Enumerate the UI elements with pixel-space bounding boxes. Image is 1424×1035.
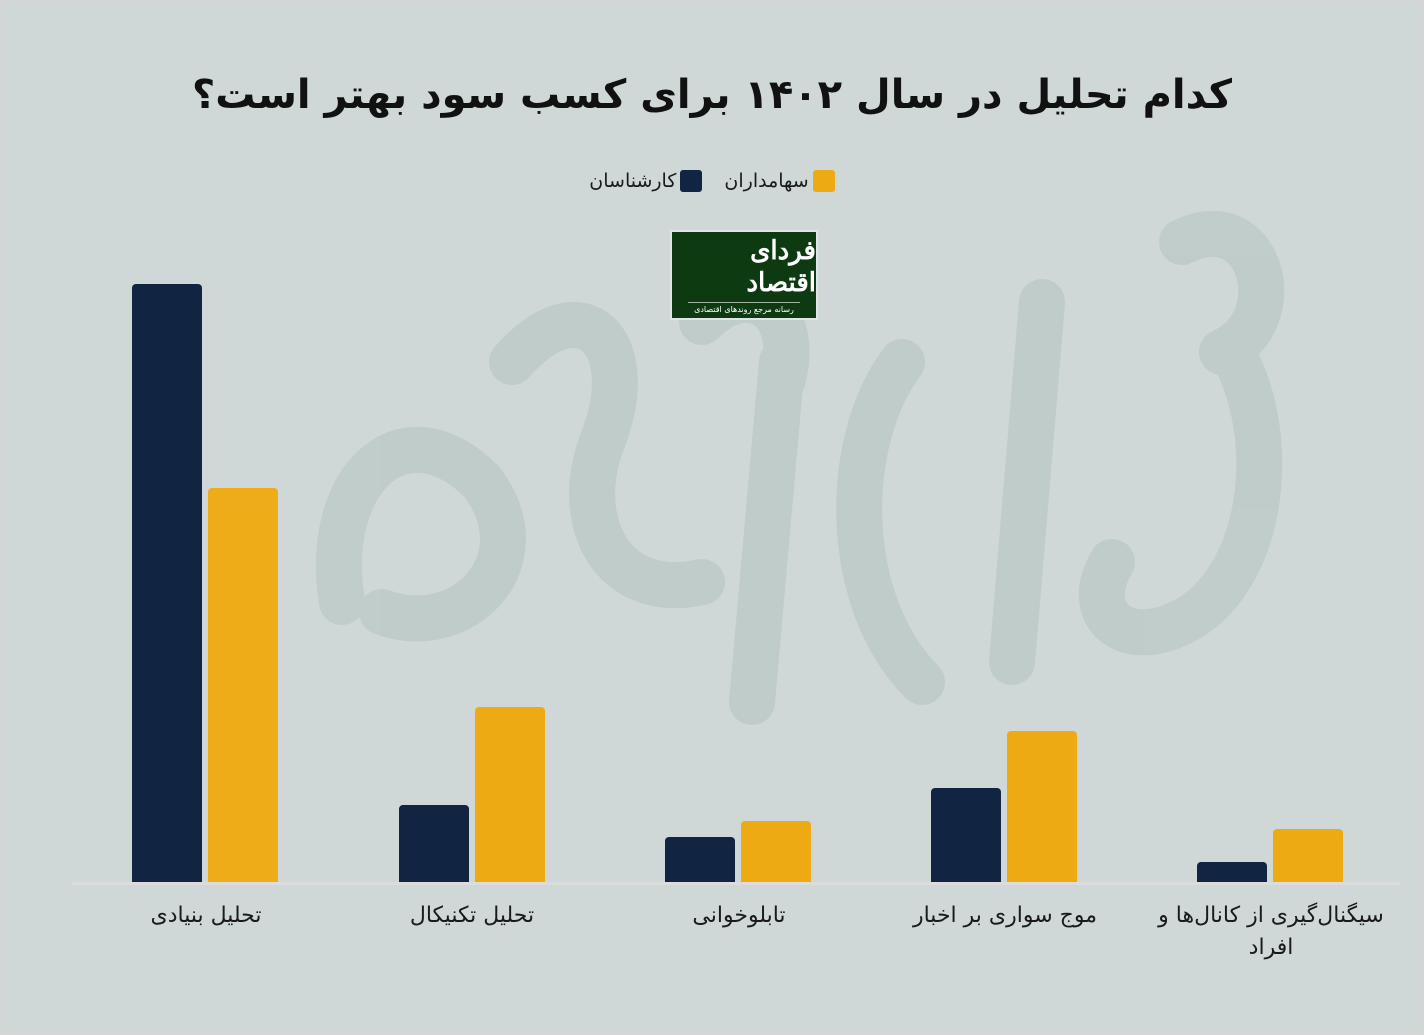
- bar-shareholders: [475, 707, 545, 882]
- legend-item-experts: کارشناسان: [589, 170, 703, 192]
- x-tick-label: تحلیل بنیادی: [150, 903, 262, 928]
- x-tick-label: تحلیل تکنیکال: [409, 903, 535, 928]
- bar-shareholders: [1273, 829, 1343, 882]
- legend-label: کارشناسان: [589, 170, 677, 192]
- legend-label: سهامداران: [724, 170, 809, 192]
- x-tick-label: تابلوخوانی: [692, 903, 786, 928]
- logo-text: فردای اقتصاد: [746, 236, 816, 298]
- bar-shareholders: [1007, 731, 1077, 882]
- chart-title: کدام تحلیل در سال ۱۴۰۲ برای کسب سود بهتر…: [192, 72, 1233, 118]
- legend-item-shareholders: سهامداران: [724, 170, 835, 192]
- x-tick-label: سیگنال‌گیری از کانال‌ها و افراد: [1158, 903, 1384, 960]
- bar-experts: [399, 805, 469, 882]
- brand-logo: فردای اقتصاد رسانه مرجع روندهای اقتصادی: [670, 230, 818, 320]
- logo-tagline: رسانه مرجع روندهای اقتصادی: [694, 305, 794, 314]
- logo-divider: [688, 302, 800, 303]
- legend-swatch-navy: [680, 170, 703, 192]
- bar-experts: [931, 788, 1001, 882]
- bar-experts: [1197, 862, 1267, 882]
- x-tick-label: موج سواری بر اخبار: [912, 903, 1098, 928]
- legend-swatch-yellow: [812, 170, 835, 192]
- bar-experts: [132, 284, 202, 882]
- bar-experts: [665, 837, 735, 882]
- bar-shareholders: [741, 821, 811, 882]
- legend: سهامداران کارشناسان: [2, 170, 1422, 192]
- bar-shareholders: [208, 488, 278, 882]
- x-axis-line: [72, 882, 1400, 885]
